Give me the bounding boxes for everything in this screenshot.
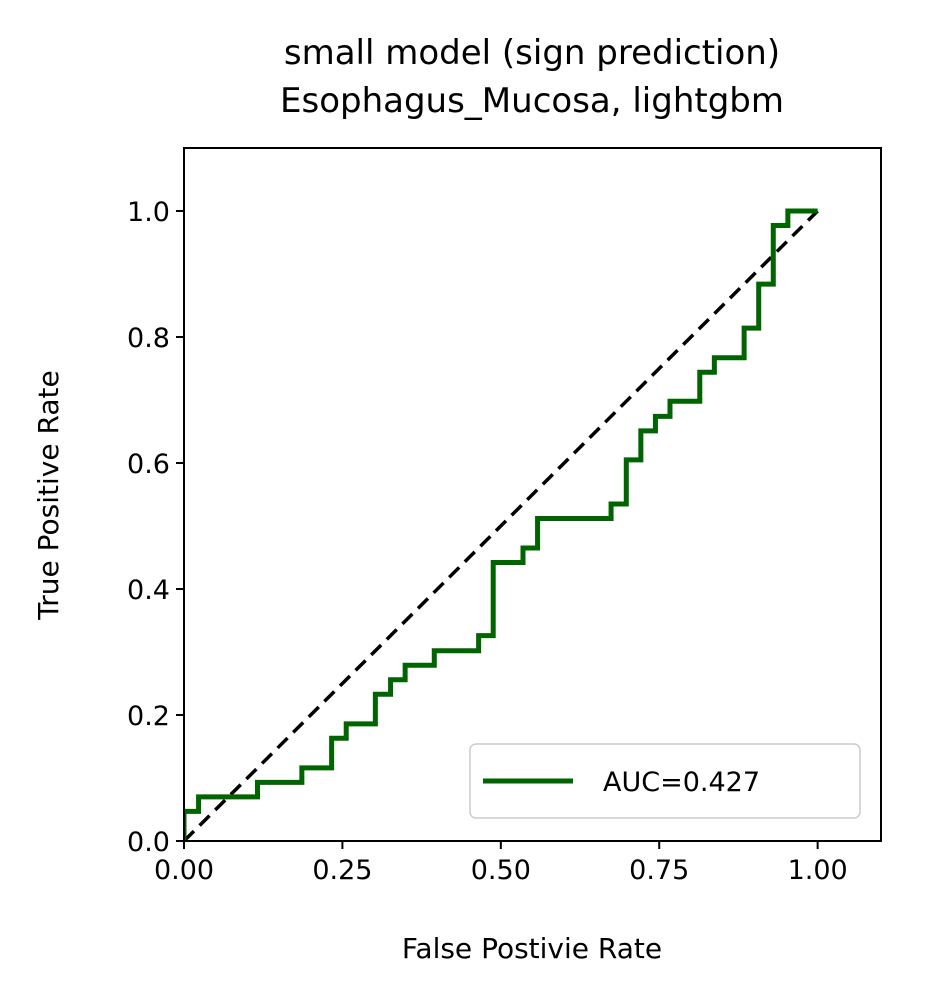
y-tick-label: 1.0: [127, 197, 170, 228]
plot-frame: [183, 147, 882, 842]
x-tick-label: 0.00: [154, 855, 214, 886]
roc-curve-line: [184, 208, 818, 841]
x-axis-label: False Postivie Rate: [402, 932, 662, 965]
axes: 0.00 0.25 0.50 0.75 1.00 0.0 0.2 0.4 0.6 0.8 1.0: [127, 147, 882, 886]
plot-area: [184, 208, 819, 841]
legend-label-auc: AUC=0.427: [603, 767, 760, 798]
legend-box: [469, 743, 861, 819]
y-tick-label: 0.0: [127, 827, 170, 858]
y-tick-label: 0.4: [127, 575, 170, 606]
x-tick-label: 1.00: [788, 855, 848, 886]
y-tick-label: 0.6: [127, 449, 170, 480]
legend: AUC=0.427: [469, 743, 861, 819]
y-axis-label: True Positive Rate: [32, 370, 65, 620]
y-tick-label: 0.2: [127, 701, 170, 732]
x-tick-label: 0.50: [471, 855, 531, 886]
chart-title-line-1: small model (sign prediction): [284, 33, 780, 73]
chance-diagonal-line: [184, 209, 819, 841]
y-tick-label: 0.8: [127, 323, 170, 354]
x-tick-label: 0.75: [629, 855, 689, 886]
chart-title-line-2: Esophagus_Mucosa, lightgbm: [280, 81, 784, 121]
x-tick-label: 0.25: [312, 855, 372, 886]
